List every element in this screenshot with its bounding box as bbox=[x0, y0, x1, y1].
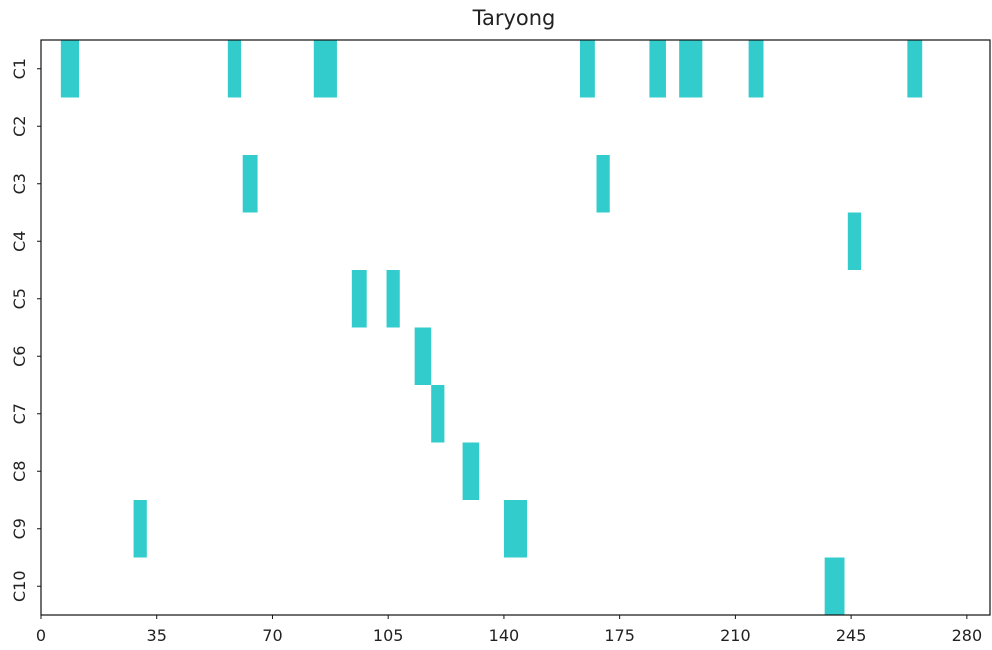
bar-segment bbox=[242, 155, 258, 213]
x-tick-label: 140 bbox=[489, 626, 520, 645]
x-tick-label: 0 bbox=[36, 626, 46, 645]
chart-title: Taryong bbox=[472, 6, 556, 30]
y-axis: C1 C2 C3 C4 C5 C6 C7 C8 C9 C10 bbox=[10, 58, 41, 602]
bar-segment bbox=[60, 40, 80, 98]
bar-segment bbox=[462, 442, 480, 500]
bars-layer bbox=[60, 40, 923, 615]
bar-segment bbox=[503, 500, 528, 558]
bar-segment bbox=[847, 212, 862, 270]
bar-segment bbox=[679, 40, 703, 98]
bar-segment bbox=[414, 327, 432, 385]
y-tick-label: C3 bbox=[10, 173, 29, 194]
y-tick-label: C7 bbox=[10, 403, 29, 424]
x-tick-label: 105 bbox=[373, 626, 404, 645]
y-tick-label: C4 bbox=[10, 231, 29, 252]
y-tick-label: C2 bbox=[10, 116, 29, 137]
x-tick-label: 280 bbox=[952, 626, 983, 645]
y-tick-label: C6 bbox=[10, 346, 29, 367]
bar-segment bbox=[649, 40, 666, 98]
bar-segment bbox=[227, 40, 242, 98]
y-tick-label: C10 bbox=[10, 570, 29, 602]
bar-segment bbox=[133, 500, 147, 558]
bar-segment bbox=[748, 40, 764, 98]
x-tick-label: 70 bbox=[262, 626, 282, 645]
y-tick-label: C1 bbox=[10, 58, 29, 79]
bar-segment bbox=[579, 40, 595, 98]
y-tick-label: C5 bbox=[10, 288, 29, 309]
x-tick-label: 245 bbox=[836, 626, 867, 645]
bar-segment bbox=[386, 270, 400, 328]
bar-segment bbox=[313, 40, 337, 98]
x-tick-label: 175 bbox=[604, 626, 635, 645]
bar-segment bbox=[431, 385, 445, 443]
x-tick-label: 210 bbox=[720, 626, 751, 645]
plot-frame bbox=[40, 39, 991, 616]
bar-segment bbox=[907, 40, 923, 98]
x-axis: 0 35 70 105 140 175 210 245 280 bbox=[36, 615, 982, 645]
bar-segment bbox=[351, 270, 367, 328]
bar-segment bbox=[824, 557, 845, 615]
bar-segment bbox=[596, 155, 610, 213]
y-tick-label: C8 bbox=[10, 461, 29, 482]
y-tick-label: C9 bbox=[10, 518, 29, 539]
x-tick-label: 35 bbox=[147, 626, 167, 645]
